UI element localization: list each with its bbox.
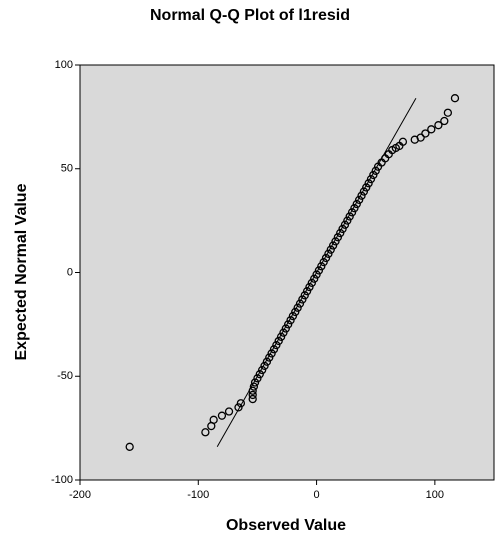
data-point bbox=[248, 394, 257, 404]
y-tick-label: 100 bbox=[55, 59, 73, 71]
x-tick-label: 100 bbox=[426, 489, 444, 501]
data-point bbox=[276, 332, 286, 341]
data-point bbox=[336, 228, 345, 238]
x-axis-label: Observed Value bbox=[226, 517, 346, 534]
data-point bbox=[288, 311, 298, 321]
data-point bbox=[333, 233, 343, 242]
data-point bbox=[421, 129, 430, 138]
data-point bbox=[324, 249, 333, 258]
data-point bbox=[357, 191, 366, 200]
data-point bbox=[305, 282, 314, 292]
y-tick-label: 0 bbox=[67, 266, 73, 278]
data-point bbox=[201, 428, 210, 437]
data-point bbox=[338, 224, 347, 234]
data-point bbox=[326, 245, 335, 254]
data-point bbox=[340, 220, 350, 229]
data-point bbox=[284, 320, 293, 329]
data-point bbox=[343, 216, 352, 225]
data-point bbox=[253, 374, 262, 383]
x-tick-label: 0 bbox=[314, 489, 320, 501]
data-point bbox=[366, 174, 376, 184]
y-tick-label: -50 bbox=[57, 370, 73, 382]
data-point bbox=[265, 353, 274, 362]
data-point bbox=[319, 257, 328, 267]
data-point bbox=[300, 291, 309, 300]
data-point bbox=[434, 121, 443, 130]
data-point bbox=[350, 204, 359, 213]
data-point bbox=[224, 407, 234, 416]
data-point bbox=[355, 195, 364, 205]
data-point bbox=[236, 399, 246, 408]
data-point bbox=[272, 340, 281, 350]
data-point bbox=[364, 179, 373, 188]
data-point bbox=[369, 170, 378, 180]
data-point bbox=[347, 208, 357, 217]
data-point bbox=[362, 183, 371, 192]
data-point bbox=[291, 307, 300, 317]
data-point bbox=[295, 299, 305, 308]
data-point bbox=[307, 278, 316, 288]
chart-title: Normal Q-Q Plot of l1resid bbox=[150, 7, 350, 24]
data-point bbox=[262, 357, 272, 366]
data-point bbox=[234, 403, 243, 412]
data-point bbox=[125, 442, 134, 451]
data-point bbox=[269, 345, 279, 354]
y-tick-label: 50 bbox=[61, 163, 73, 175]
data-point bbox=[314, 266, 324, 275]
data-point bbox=[450, 94, 460, 103]
data-point bbox=[209, 415, 218, 424]
x-tick-label: -200 bbox=[69, 489, 91, 501]
data-point bbox=[302, 287, 312, 296]
data-point bbox=[317, 262, 326, 271]
data-point bbox=[328, 241, 338, 250]
data-point bbox=[345, 212, 354, 221]
data-point bbox=[255, 370, 264, 379]
data-point bbox=[331, 237, 340, 246]
data-point bbox=[267, 349, 276, 358]
data-point bbox=[286, 316, 295, 325]
data-point bbox=[293, 303, 302, 312]
data-point bbox=[321, 253, 331, 263]
y-tick-label: -100 bbox=[51, 474, 73, 486]
data-point bbox=[274, 336, 283, 346]
data-point bbox=[260, 361, 269, 371]
data-point bbox=[312, 270, 321, 279]
data-point bbox=[352, 199, 361, 209]
data-point bbox=[427, 125, 436, 134]
data-point bbox=[371, 166, 380, 175]
data-point bbox=[279, 328, 288, 337]
data-point bbox=[217, 411, 227, 420]
data-point bbox=[248, 390, 257, 400]
plot-area bbox=[79, 64, 495, 481]
data-point bbox=[440, 116, 449, 126]
data-point bbox=[248, 386, 257, 395]
data-point bbox=[398, 137, 408, 146]
data-point bbox=[416, 133, 425, 142]
data-point bbox=[310, 274, 319, 283]
data-point bbox=[281, 324, 290, 333]
x-tick-label: -100 bbox=[187, 489, 209, 501]
data-point bbox=[249, 382, 259, 391]
data-point bbox=[359, 187, 369, 196]
data-point bbox=[443, 108, 453, 117]
data-point bbox=[258, 365, 267, 375]
y-axis-label: Expected Normal Value bbox=[13, 183, 30, 360]
data-point bbox=[298, 295, 307, 304]
data-point bbox=[250, 378, 260, 387]
